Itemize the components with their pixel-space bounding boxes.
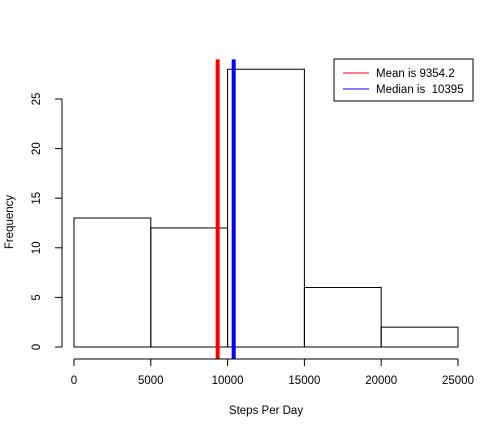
x-tick-label-2: 10000: [212, 375, 244, 387]
x-axis-title: Steps Per Day: [229, 405, 303, 417]
y-tick-label-3: 15: [31, 192, 43, 205]
y-tick-label-1: 5: [31, 294, 43, 300]
y-axis-title: Frequency: [4, 195, 16, 250]
histogram-bar-0: [73, 217, 152, 348]
x-tick-label-3: 15000: [288, 375, 320, 387]
legend: Mean is 9354.2 Median is 10395: [333, 58, 474, 102]
y-tick-label-5: 25: [31, 93, 43, 106]
x-tick-label-0: 0: [71, 375, 77, 387]
histogram-bar-2: [227, 68, 305, 348]
legend-box: [333, 58, 474, 102]
x-tick-label-5: 25000: [442, 375, 474, 387]
x-tick-label-4: 20000: [365, 375, 397, 387]
histogram-bar-4: [380, 326, 459, 348]
y-tick-label-4: 20: [31, 142, 43, 155]
legend-label-median: Median is 10395: [376, 84, 464, 96]
x-tick-label-1: 5000: [138, 375, 164, 387]
reference-lines: [215, 59, 236, 359]
y-axis: 0 5 10 15 20 25: [31, 93, 63, 350]
y-tick-label-0: 0: [31, 344, 43, 350]
x-axis: 0 5000 10000 15000 20000 25000: [71, 358, 474, 387]
histogram-bar-3: [303, 286, 382, 348]
y-tick-label-2: 10: [31, 241, 43, 254]
histogram-bars: [73, 68, 459, 348]
legend-label-mean: Mean is 9354.2: [376, 68, 455, 80]
